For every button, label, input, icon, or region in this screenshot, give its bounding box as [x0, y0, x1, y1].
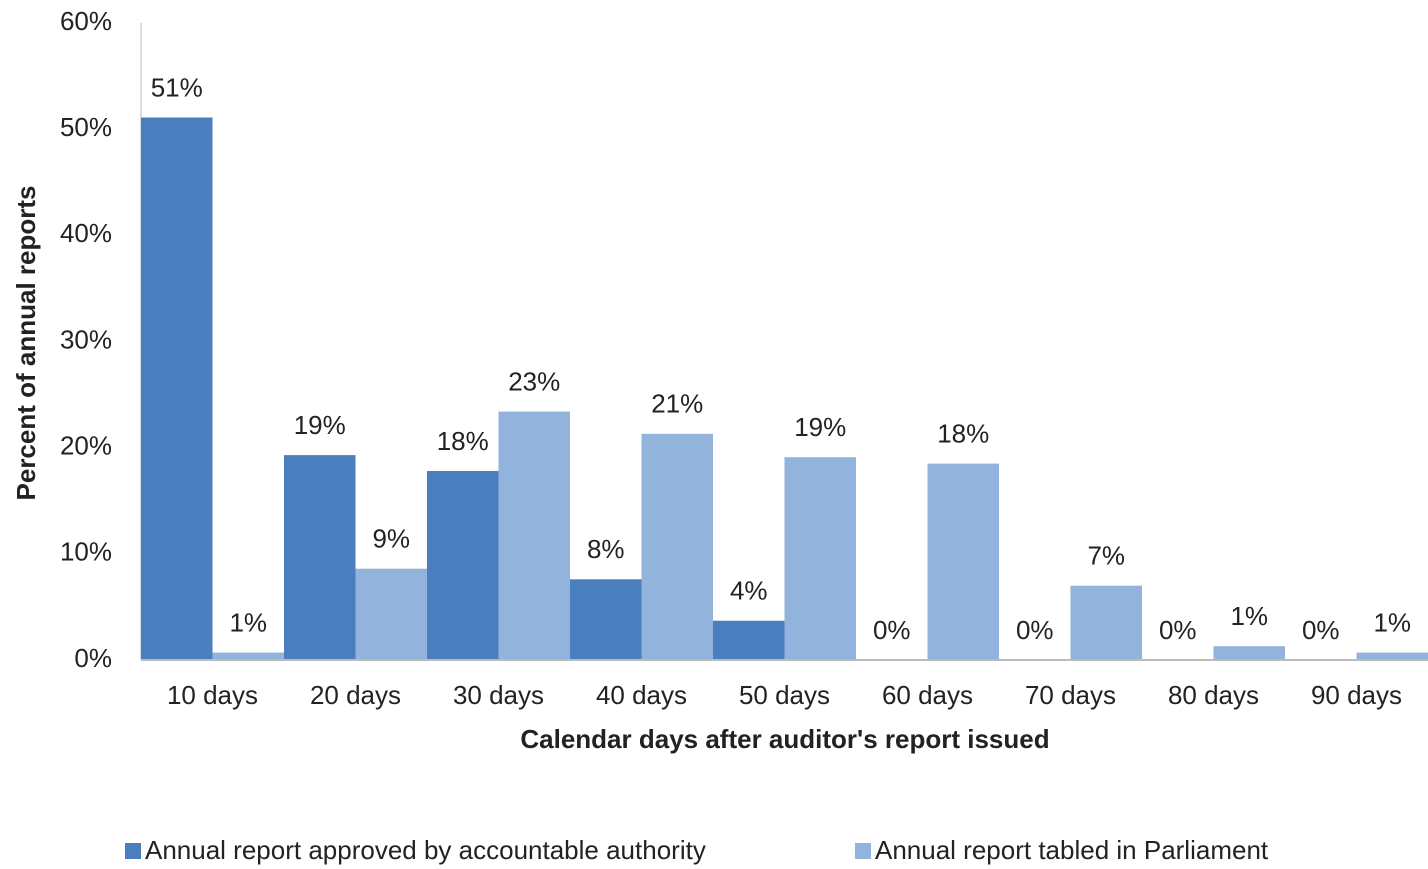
legend-swatch: [855, 843, 871, 859]
y-tick-label: 60%: [60, 6, 112, 36]
legend-label: Annual report approved by accountable au…: [145, 835, 706, 865]
data-label: 1%: [229, 607, 267, 637]
bar: [927, 463, 999, 660]
data-label: 23%: [508, 366, 560, 396]
bar: [570, 579, 642, 660]
bar: [1070, 585, 1142, 660]
y-tick-label: 0%: [74, 643, 112, 673]
data-label: 51%: [151, 72, 203, 102]
y-tick-label: 20%: [60, 431, 112, 461]
legend-label: Annual report tabled in Parliament: [875, 835, 1269, 865]
x-tick-label: 80 days: [1168, 680, 1259, 710]
data-label: 1%: [1373, 607, 1411, 637]
data-label: 21%: [651, 389, 703, 419]
bar: [1356, 652, 1428, 660]
bar: [355, 568, 427, 660]
data-label: 0%: [873, 615, 911, 645]
bar: [784, 457, 856, 660]
data-label: 19%: [294, 410, 346, 440]
bar: [498, 411, 570, 660]
data-label: 4%: [730, 576, 768, 606]
x-tick-label: 90 days: [1311, 680, 1402, 710]
y-axis-title: Percent of annual reports: [11, 186, 41, 501]
x-tick-label: 30 days: [453, 680, 544, 710]
bar: [713, 620, 785, 660]
x-tick-label: 20 days: [310, 680, 401, 710]
bar: [284, 455, 356, 660]
data-label: 0%: [1302, 615, 1340, 645]
data-label: 8%: [587, 534, 625, 564]
y-tick-label: 30%: [60, 324, 112, 354]
data-label: 9%: [372, 524, 410, 554]
legend-swatch: [125, 843, 141, 859]
x-tick-label: 70 days: [1025, 680, 1116, 710]
bar: [641, 433, 713, 660]
data-label: 7%: [1087, 541, 1125, 571]
y-tick-label: 50%: [60, 112, 112, 142]
bar: [1213, 646, 1285, 660]
x-axis-title: Calendar days after auditor's report iss…: [520, 724, 1049, 754]
y-tick-label: 40%: [60, 218, 112, 248]
data-label: 18%: [937, 418, 989, 448]
x-tick-label: 10 days: [167, 680, 258, 710]
x-tick-label: 60 days: [882, 680, 973, 710]
data-label: 0%: [1159, 615, 1197, 645]
bar: [141, 117, 213, 660]
data-label: 19%: [794, 412, 846, 442]
bar: [427, 471, 499, 660]
data-label: 0%: [1016, 615, 1054, 645]
data-label: 18%: [437, 426, 489, 456]
x-tick-label: 50 days: [739, 680, 830, 710]
x-tick-label: 40 days: [596, 680, 687, 710]
y-tick-label: 10%: [60, 537, 112, 567]
data-label: 1%: [1230, 601, 1268, 631]
bar: [212, 652, 284, 660]
